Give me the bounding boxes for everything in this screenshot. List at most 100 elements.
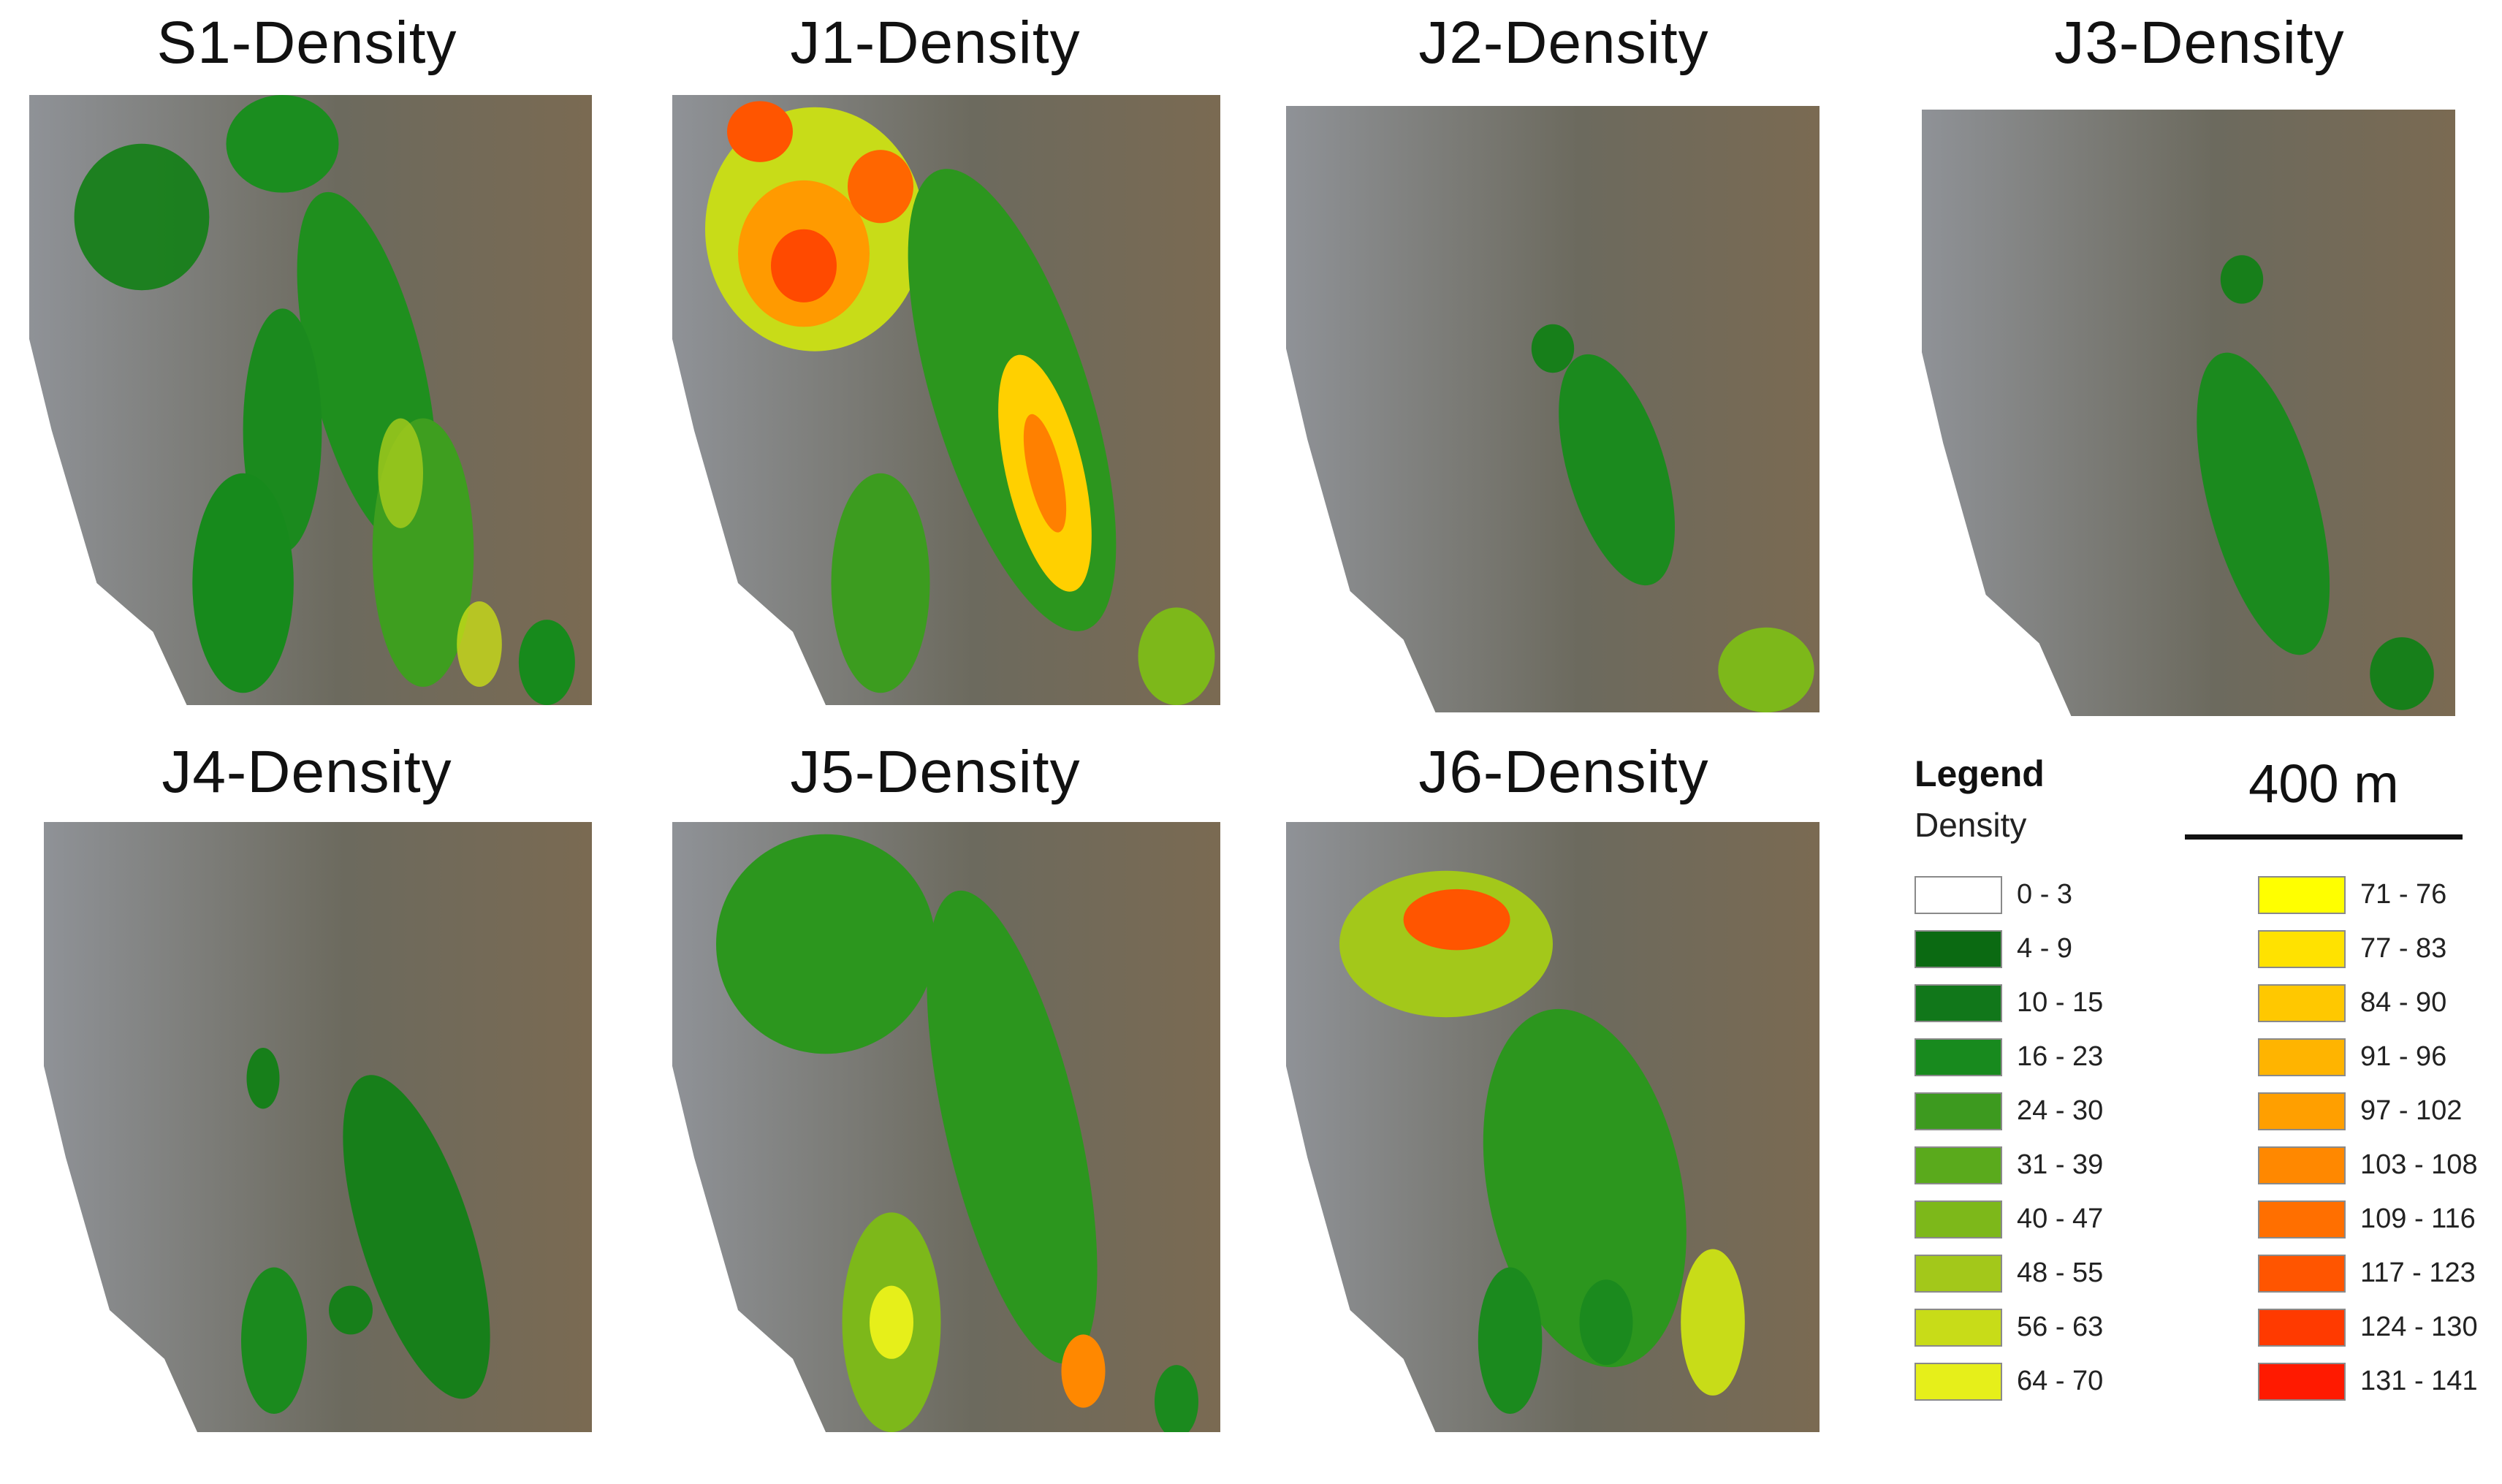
density-map-graphic xyxy=(672,822,1220,1432)
density-map-j1 xyxy=(672,95,1220,705)
legend-swatch xyxy=(2258,1092,2346,1130)
legend-item: 84 - 90 xyxy=(2258,981,2499,1025)
legend-item: 117 - 123 xyxy=(2258,1252,2499,1295)
legend-item: 77 - 83 xyxy=(2258,927,2499,971)
legend-label: 131 - 141 xyxy=(2360,1366,2478,1396)
panel-j5: J5-Density xyxy=(650,731,1220,1461)
scale-bar-label: 400 m xyxy=(2248,753,2399,814)
density-map-graphic xyxy=(44,822,592,1432)
density-heat-layer xyxy=(241,1047,490,1414)
legend-swatch xyxy=(1914,1255,2002,1293)
panel-title: S1-Density xyxy=(156,9,457,76)
legend-swatch xyxy=(1914,1363,2002,1401)
density-map-graphic xyxy=(29,95,592,705)
panel-title: J1-Density xyxy=(790,9,1081,76)
panel-title: J2-Density xyxy=(1418,9,1709,76)
legend-swatch xyxy=(1914,876,2002,914)
density-map-j4 xyxy=(44,822,592,1432)
scale-bar: 400 m xyxy=(2185,753,2463,840)
density-map-graphic xyxy=(672,95,1220,705)
panel-title: J6-Density xyxy=(1418,739,1709,805)
density-heat-layer xyxy=(705,101,1215,705)
density-map-graphic xyxy=(1286,106,1820,712)
legend-swatch xyxy=(1914,930,2002,968)
legend-label: 124 - 130 xyxy=(2360,1312,2478,1342)
legend-item: 103 - 108 xyxy=(2258,1144,2499,1187)
density-map-j3 xyxy=(1922,110,2455,716)
legend-label: 97 - 102 xyxy=(2360,1095,2463,1126)
legend-item: 109 - 116 xyxy=(2258,1198,2499,1241)
terrain-layer xyxy=(1922,110,2455,716)
legend-item: 124 - 130 xyxy=(2258,1306,2499,1350)
legend-label: 48 - 55 xyxy=(2017,1257,2104,1288)
legend-item: 64 - 70 xyxy=(1914,1360,2156,1404)
legend-swatch xyxy=(2258,876,2346,914)
panel-j1: J1-Density xyxy=(650,0,1220,709)
density-heat-layer xyxy=(1531,324,1814,712)
legend-label: 103 - 108 xyxy=(2360,1149,2478,1180)
legend-label: 0 - 3 xyxy=(2017,879,2073,910)
legend-swatch xyxy=(2258,1200,2346,1238)
density-map-j2 xyxy=(1286,106,1820,712)
legend-label: 77 - 83 xyxy=(2360,933,2447,964)
legend: Legend Density 0 - 3 4 - 9 10 - 15 16 - 23 2… xyxy=(1900,753,2499,1454)
density-map-graphic xyxy=(1286,822,1820,1432)
panel-j6: J6-Density xyxy=(1279,731,1849,1461)
legend-item: 4 - 9 xyxy=(1914,927,2156,971)
legend-swatch xyxy=(1914,984,2002,1022)
density-heat-layer xyxy=(716,834,1198,1432)
legend-swatch xyxy=(1914,1038,2002,1076)
scale-bar-line xyxy=(2185,834,2463,840)
legend-label: 117 - 123 xyxy=(2360,1257,2476,1288)
panel-title: J4-Density xyxy=(161,739,452,805)
legend-label: 31 - 39 xyxy=(2017,1149,2104,1180)
panel-title: J5-Density xyxy=(790,739,1081,805)
density-heat-layer xyxy=(1339,870,1745,1414)
legend-label: 84 - 90 xyxy=(2360,987,2447,1018)
legend-item: 0 - 3 xyxy=(1914,873,2156,917)
terrain-layer xyxy=(1286,106,1820,712)
legend-item: 56 - 63 xyxy=(1914,1306,2156,1350)
legend-item: 40 - 47 xyxy=(1914,1198,2156,1241)
legend-item: 24 - 30 xyxy=(1914,1089,2156,1133)
legend-swatch xyxy=(2258,1255,2346,1293)
legend-swatch xyxy=(1914,1309,2002,1347)
legend-item: 16 - 23 xyxy=(1914,1035,2156,1079)
legend-label: 91 - 96 xyxy=(2360,1041,2447,1072)
legend-swatch xyxy=(2258,984,2346,1022)
panel-title: J3-Density xyxy=(2054,9,2345,76)
legend-label: 56 - 63 xyxy=(2017,1312,2104,1342)
legend-swatch xyxy=(2258,1363,2346,1401)
legend-label: 10 - 15 xyxy=(2017,987,2104,1018)
legend-label: 71 - 76 xyxy=(2360,879,2447,910)
density-heat-layer xyxy=(74,95,575,705)
legend-swatch xyxy=(1914,1092,2002,1130)
legend-item: 31 - 39 xyxy=(1914,1144,2156,1187)
terrain-layer xyxy=(44,822,592,1432)
legend-label: 16 - 23 xyxy=(2017,1041,2104,1072)
density-map-j5 xyxy=(672,822,1220,1432)
density-map-j6 xyxy=(1286,822,1820,1432)
panel-j2: J2-Density xyxy=(1279,0,1849,712)
legend-item: 48 - 55 xyxy=(1914,1252,2156,1295)
legend-label: 24 - 30 xyxy=(2017,1095,2104,1126)
legend-swatch xyxy=(2258,930,2346,968)
legend-label: 4 - 9 xyxy=(2017,933,2073,964)
legend-subheading: Density xyxy=(1914,806,2027,844)
panel-s1: S1-Density xyxy=(22,0,592,709)
legend-item: 97 - 102 xyxy=(2258,1089,2499,1133)
panel-j3: J3-Density xyxy=(1914,0,2484,716)
legend-swatch xyxy=(1914,1200,2002,1238)
legend-swatch xyxy=(2258,1309,2346,1347)
panel-j4: J4-Density xyxy=(22,731,592,1461)
legend-item: 131 - 141 xyxy=(2258,1360,2499,1404)
legend-swatch xyxy=(2258,1038,2346,1076)
density-map-s1 xyxy=(29,95,592,705)
legend-swatch xyxy=(1914,1146,2002,1184)
legend-swatch xyxy=(2258,1146,2346,1184)
legend-item: 10 - 15 xyxy=(1914,981,2156,1025)
legend-heading: Legend xyxy=(1914,753,2045,794)
legend-label: 109 - 116 xyxy=(2360,1203,2476,1234)
legend-label: 64 - 70 xyxy=(2017,1366,2104,1396)
